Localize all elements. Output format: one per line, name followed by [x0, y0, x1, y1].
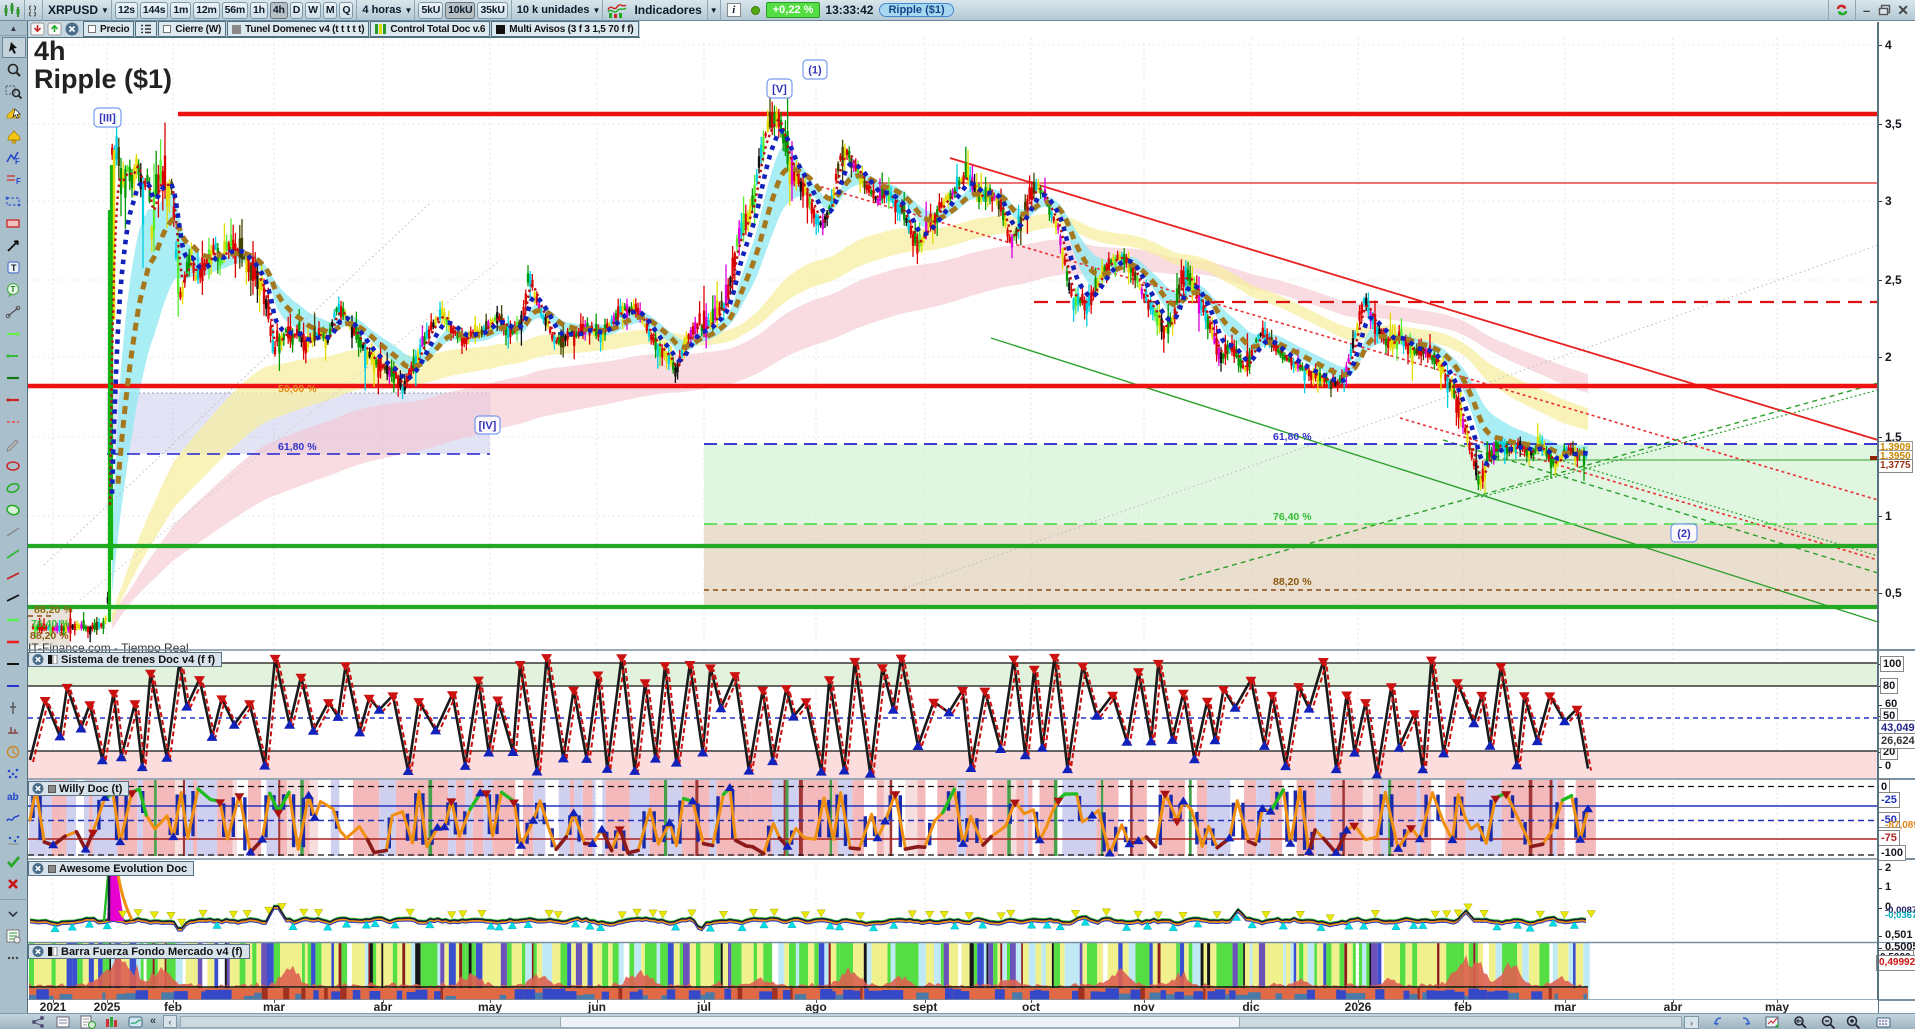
svg-text:T: T	[10, 285, 15, 294]
svg-text:IT-Finance.com - Tiempo Real: IT-Finance.com - Tiempo Real	[28, 641, 189, 655]
svg-text:F: F	[16, 177, 21, 186]
svg-text:(1): (1)	[808, 65, 822, 77]
svg-text:[III]: [III]	[99, 113, 116, 125]
svg-text:88,20 %: 88,20 %	[1273, 576, 1312, 588]
svg-text:(2): (2)	[1677, 528, 1691, 540]
svg-text:T: T	[11, 263, 17, 273]
svg-text:50,00 %: 50,00 %	[278, 383, 317, 395]
svg-text:[V]: [V]	[772, 84, 787, 96]
svg-text:F: F	[15, 157, 20, 166]
svg-text:88,20 %: 88,20 %	[34, 604, 73, 616]
svg-text:[IV]: [IV]	[479, 420, 497, 432]
svg-text:76,40 %: 76,40 %	[31, 618, 70, 630]
svg-text:88,20 %: 88,20 %	[30, 630, 69, 642]
svg-text:4h: 4h	[34, 36, 66, 66]
svg-text:Ripple ($1): Ripple ($1)	[34, 64, 172, 94]
svg-text:61,80 %: 61,80 %	[278, 441, 317, 453]
svg-text:61,80 %: 61,80 %	[1273, 431, 1312, 443]
svg-text:76,40 %: 76,40 %	[1273, 511, 1312, 523]
svg-text:ab: ab	[7, 792, 19, 803]
